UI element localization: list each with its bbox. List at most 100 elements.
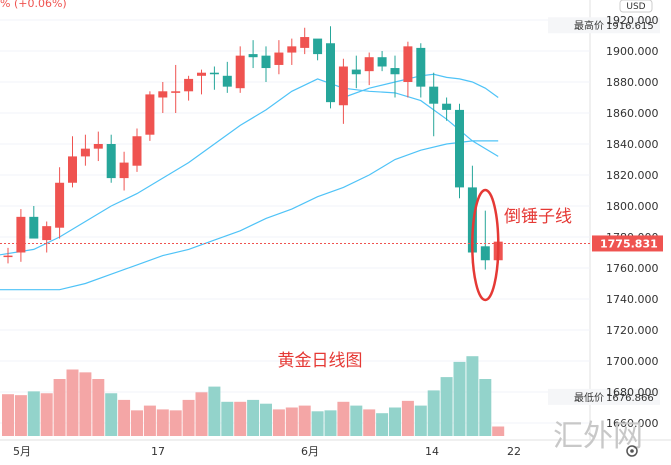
candle-body <box>158 91 168 98</box>
x-tick-label: 17 <box>151 445 165 458</box>
volume-bar <box>208 386 221 436</box>
candle-body <box>16 216 26 253</box>
volume-bar <box>156 409 169 436</box>
volume-bar <box>298 405 311 436</box>
x-tick-label: 14 <box>425 445 439 458</box>
currency-label: USD <box>626 2 645 12</box>
volume-bars <box>2 356 505 436</box>
chart-title: 黄金日线图 <box>278 351 363 371</box>
low-price-value: 1676.866 <box>606 393 654 404</box>
candle-body <box>313 38 323 55</box>
volume-bar <box>169 410 182 436</box>
volume-bar <box>27 391 40 436</box>
volume-bar <box>285 407 298 436</box>
candle-body <box>3 255 13 258</box>
x-tick-label: 22 <box>507 445 521 458</box>
candle-body <box>209 72 219 75</box>
volume-bar <box>131 410 143 436</box>
volume-bar <box>479 379 492 436</box>
candle-body <box>287 46 297 53</box>
y-tick-label: 1760.000 <box>606 262 659 275</box>
y-tick-label: 1860.000 <box>606 107 659 120</box>
volume-bar <box>195 392 208 436</box>
candle-body <box>455 109 464 188</box>
candle-body <box>184 78 194 92</box>
y-tick-label: 1900.000 <box>606 45 659 58</box>
volume-bar <box>2 394 14 436</box>
candle-body <box>248 54 258 58</box>
candle-body <box>300 37 310 48</box>
time-axis: 5月 17 6月 14 22 <box>0 439 671 458</box>
volume-bar <box>401 400 414 436</box>
candle-body <box>480 246 490 261</box>
candle-body <box>42 226 52 241</box>
volume-bar <box>247 399 260 436</box>
candle-body <box>403 46 413 82</box>
candle-body <box>261 55 271 69</box>
volume-bar <box>143 405 156 436</box>
candle-body <box>442 103 452 110</box>
candle-body <box>416 47 426 87</box>
volume-bar <box>389 407 401 436</box>
high-price-name: 最高价 <box>574 19 604 32</box>
candle-body <box>467 187 477 253</box>
price-axis: 1660.000 1680.000 1700.000 1720.000 1740.000… <box>548 14 660 430</box>
candle-body <box>145 94 155 135</box>
volume-bar <box>92 379 105 436</box>
volume-bar <box>66 369 79 436</box>
volume-bar <box>118 399 131 436</box>
volume-bar <box>53 379 66 436</box>
high-price-value: 1916.615 <box>606 21 654 32</box>
pattern-highlight-ellipse <box>471 188 500 302</box>
y-tick-label: 1820.000 <box>606 169 659 182</box>
watermark: 汇外网 <box>553 419 643 454</box>
candle-body <box>235 55 245 89</box>
volume-bar <box>350 405 363 436</box>
candle-body <box>132 136 142 166</box>
volume-bar <box>363 409 376 436</box>
volume-bar <box>272 409 285 436</box>
candle-body <box>55 182 65 228</box>
volume-bar <box>105 393 118 436</box>
y-tick-label: 1920.000 <box>606 14 659 27</box>
candle-body <box>119 162 129 179</box>
volume-bar <box>182 399 195 436</box>
volume-bar <box>427 390 440 436</box>
volume-bar <box>492 426 505 436</box>
candle-body <box>93 144 103 149</box>
currency-badge <box>619 0 653 13</box>
volume-bar <box>14 395 27 436</box>
y-tick-label: 1840.000 <box>606 138 659 151</box>
candle-body <box>377 57 387 67</box>
candle-body <box>429 86 439 104</box>
ma-short-line <box>343 73 499 99</box>
candle-body <box>351 69 361 75</box>
volume-bar <box>221 401 234 436</box>
volume-bar <box>234 401 247 436</box>
volume-bar <box>453 361 466 436</box>
candle-body <box>171 91 181 93</box>
last-price-label: 1775.831 <box>600 237 658 250</box>
volume-bar <box>376 413 389 436</box>
y-tick-label: 1740.000 <box>606 293 659 306</box>
ma-mid-line <box>0 78 499 256</box>
candle-body <box>338 66 348 106</box>
volume-bar <box>260 403 272 436</box>
candle-body <box>274 52 284 65</box>
volume-bar <box>440 377 453 436</box>
settings-gear-icon[interactable] <box>626 445 638 457</box>
volume-bar <box>40 393 53 436</box>
moving-average-lines <box>0 73 499 291</box>
volume-bar <box>414 405 427 436</box>
last-price-badge <box>592 235 663 252</box>
y-tick-label: 1660.000 <box>606 417 659 430</box>
candle-body <box>29 216 39 239</box>
high-price-badge <box>548 17 660 34</box>
x-tick-label: 5月 <box>13 445 31 458</box>
volume-bar <box>311 411 324 436</box>
candle-body <box>80 148 90 157</box>
candles <box>3 26 503 270</box>
y-tick-label: 1700.000 <box>606 355 659 368</box>
y-tick-label: 1880.000 <box>606 76 659 89</box>
